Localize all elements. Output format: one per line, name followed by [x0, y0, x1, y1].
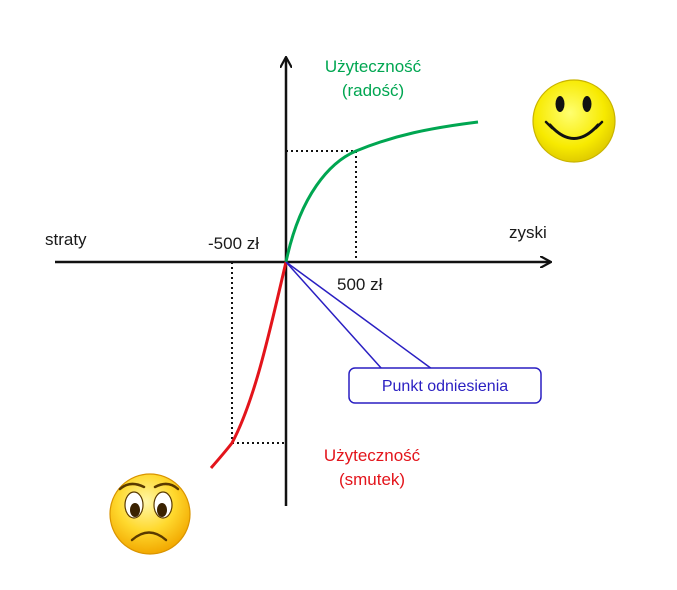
neg-500-label: -500 zł — [208, 234, 259, 253]
gain-utility-curve — [284, 120, 479, 263]
loss-utility-title: Użyteczność — [324, 446, 421, 465]
pos-500-label: 500 zł — [337, 275, 383, 294]
gain-guides — [286, 150, 357, 262]
sad-face-icon — [109, 473, 191, 555]
happy-face-icon — [532, 79, 616, 163]
reference-point-pointer — [285, 261, 433, 370]
gain-utility-title: Użyteczność — [325, 57, 422, 76]
reference-point-callout — [348, 367, 542, 404]
loss-utility-curve — [209, 261, 288, 469]
loss-utility-subtitle: (smutek) — [339, 470, 405, 489]
losses-label: straty — [45, 230, 87, 249]
loss-guides — [231, 262, 286, 444]
gains-label: zyski — [509, 223, 547, 242]
reference-point-label: Punkt odniesienia — [382, 378, 508, 395]
gain-utility-subtitle: (radość) — [342, 81, 404, 100]
